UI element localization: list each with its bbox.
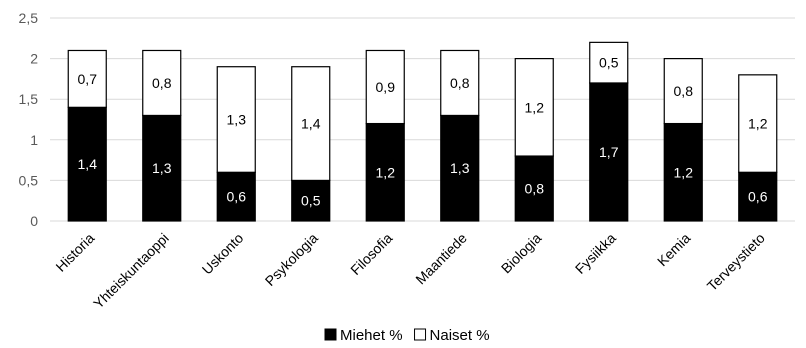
bar-segment-miehet (440, 114, 480, 222)
data-label: 1,3 (450, 160, 470, 176)
bar-segment-naiset (589, 41, 629, 84)
bar-segment-naiset (514, 57, 554, 157)
legend-swatch (324, 328, 337, 341)
y-axis: 0 0,5 1 1,5 2 2,5 (19, 10, 39, 229)
data-label: 0,5 (599, 55, 619, 71)
y-tick-label: 2,5 (19, 10, 39, 26)
y-tick-label: 1,5 (19, 91, 39, 107)
bar-segment-naiset (663, 57, 703, 125)
bar-segment-miehet (291, 179, 331, 222)
y-tick-label: 0,5 (19, 172, 39, 188)
data-label: 1,4 (78, 156, 98, 172)
y-tick-label: 0 (30, 213, 38, 229)
data-label: 1,2 (748, 116, 768, 132)
data-label: 1,2 (674, 164, 694, 180)
bar-segment-miehet (142, 114, 182, 222)
bar-segment-miehet (738, 171, 778, 222)
category-label: Terveystieto (704, 230, 768, 294)
data-label: 1,2 (525, 99, 545, 115)
y-tick-label: 1 (30, 132, 38, 148)
data-label: 0,6 (227, 189, 247, 205)
legend: Miehet % Naiset % (324, 327, 490, 344)
y-tick-label: 2 (30, 51, 38, 67)
data-label: 0,8 (525, 181, 545, 197)
category-label: Psykologia (262, 230, 321, 289)
data-label: 0,6 (748, 189, 768, 205)
bars: 1,4 0,7 1,3 0,8 0,6 1,3 0,5 1,4 1,2 0,9 1,3 0,8 0,8 1… (67, 41, 778, 222)
data-label: 1,3 (227, 112, 247, 128)
bar-segment-naiset (738, 74, 778, 173)
data-label: 0,7 (78, 71, 98, 87)
data-label: 1,2 (376, 164, 396, 180)
bar-segment-naiset (216, 66, 256, 173)
data-label: 1,3 (152, 160, 172, 176)
bar-segment-naiset (440, 49, 480, 117)
bar-segment-miehet (663, 122, 703, 222)
bar-segment-miehet (216, 171, 256, 222)
bar-segment-miehet (589, 82, 629, 222)
data-label: 0,8 (152, 75, 172, 91)
category-label: Maantiede (412, 230, 470, 288)
data-label: 0,5 (301, 193, 321, 209)
data-label: 1,4 (301, 116, 321, 132)
bar-segment-naiset (291, 66, 331, 182)
legend-swatch (414, 328, 427, 341)
data-label: 0,8 (674, 83, 694, 99)
data-label: 0,9 (376, 79, 396, 95)
bar-segment-naiset (67, 49, 107, 108)
category-label: Yhteiskuntaoppi (90, 230, 172, 312)
category-label: Uskonto (199, 230, 247, 278)
legend-label: Miehet % (340, 327, 403, 344)
category-label: Biologia (498, 230, 545, 277)
bar-segment-naiset (142, 49, 182, 117)
bar-segment-miehet (514, 155, 554, 222)
data-label: 0,8 (450, 75, 470, 91)
data-label: 1,7 (599, 144, 619, 160)
category-label: Kemia (654, 230, 694, 270)
bar-segment-miehet (67, 106, 107, 222)
legend-label: Naiset % (430, 327, 490, 344)
category-label: Filosofia (347, 230, 395, 278)
category-label: Fysiikka (572, 230, 619, 277)
category-label: Historia (52, 230, 97, 275)
bar-segment-naiset (365, 49, 405, 125)
